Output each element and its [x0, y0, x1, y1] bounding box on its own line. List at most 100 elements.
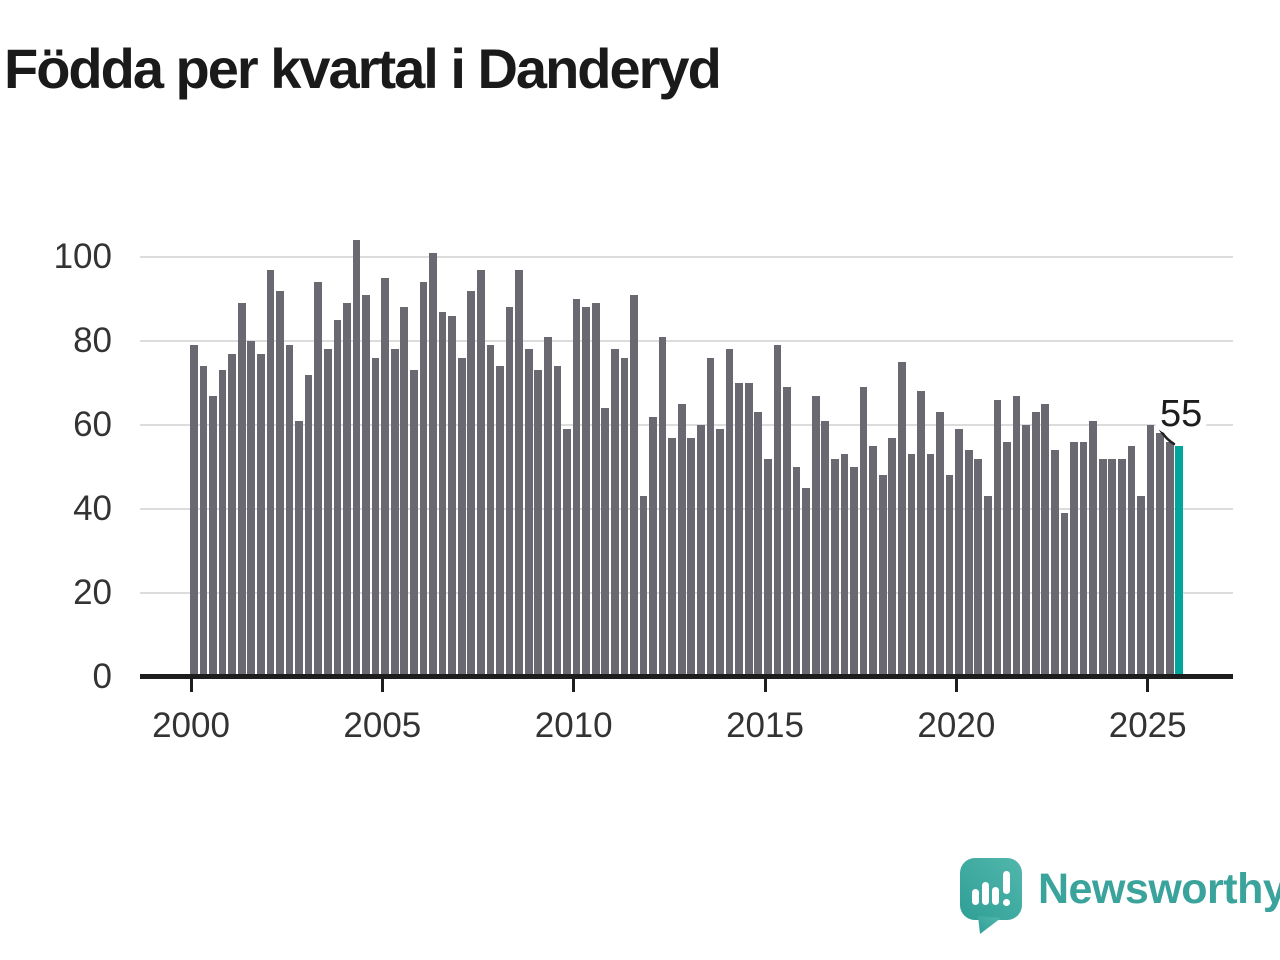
- bar-2021-q1: [993, 399, 1002, 677]
- bar-2016-q3: [821, 420, 830, 677]
- bar-2003-q2: [314, 282, 323, 677]
- bar-2005-q3: [400, 307, 409, 677]
- bar-2018-q1: [878, 475, 887, 677]
- last-value-annotation: 55: [1154, 394, 1209, 434]
- bar-2010-q4: [601, 408, 610, 677]
- bar-2014-q2: [735, 383, 743, 677]
- bar-2006-q4: [448, 315, 456, 677]
- bar-2019-q2: [926, 454, 935, 677]
- bar-2003-q1: [304, 374, 313, 677]
- bar-2025-q1: [1146, 425, 1155, 677]
- x-axis-tick: [380, 679, 384, 692]
- bar-2011-q2: [620, 357, 629, 677]
- bar-2006-q2: [429, 252, 437, 677]
- bar-2016-q1: [802, 488, 810, 677]
- y-axis-label: 20: [73, 573, 112, 612]
- bar-2012-q2: [658, 336, 667, 677]
- bar-2004-q4: [371, 357, 380, 677]
- bar-2005-q2: [390, 349, 399, 677]
- x-axis-tick: [189, 679, 193, 692]
- last-value-label: 55: [1154, 394, 1209, 434]
- bar-2011-q3: [630, 294, 638, 677]
- bar-2009-q2: [543, 336, 552, 677]
- bar-2004-q3: [362, 294, 370, 677]
- bar-2013-q3: [706, 357, 715, 677]
- bar-2015-q2: [773, 345, 782, 677]
- x-axis-label: 2000: [152, 706, 230, 745]
- x-axis-label: 2005: [343, 706, 422, 745]
- bar-2013-q4: [716, 429, 724, 677]
- bar-2000-q4: [218, 370, 227, 677]
- bar-2021-q3: [1012, 395, 1021, 677]
- bar-2018-q3: [897, 362, 906, 677]
- bar-2015-q3: [783, 387, 791, 677]
- x-axis-tick: [1146, 679, 1150, 692]
- bar-2023-q4: [1098, 458, 1107, 677]
- bar-2005-q1: [381, 278, 390, 677]
- bar-2017-q1: [840, 454, 849, 677]
- x-axis-label: 2020: [917, 706, 996, 745]
- bar-2002-q4: [295, 420, 303, 677]
- x-axis-tick: [954, 679, 958, 692]
- newsworthy-logo-icon: [960, 858, 1022, 934]
- bar-2004-q2: [352, 240, 361, 677]
- bar-2008-q1: [496, 366, 504, 677]
- bar-2000-q2: [199, 366, 208, 677]
- bar-2014-q4: [754, 412, 763, 677]
- y-axis-label: 60: [73, 405, 112, 444]
- x-axis-label: 2025: [1108, 706, 1187, 745]
- bar-2013-q2: [697, 425, 705, 677]
- bar-2018-q4: [907, 454, 916, 677]
- bar-2023-q2: [1079, 441, 1088, 677]
- gridline: [140, 592, 1233, 594]
- y-axis-label: 100: [53, 237, 112, 276]
- bar-2017-q4: [869, 446, 877, 677]
- newsworthy-logo-text: Newsworthy: [1038, 865, 1280, 913]
- bar-2002-q1: [266, 269, 275, 677]
- bar-2021-q4: [1022, 425, 1031, 677]
- x-axis-tick: [763, 679, 767, 692]
- bar-2003-q3: [323, 349, 332, 677]
- bar-2012-q4: [677, 404, 686, 677]
- bar-2017-q3: [859, 387, 868, 677]
- gridline: [140, 256, 1233, 258]
- gridline: [140, 508, 1233, 510]
- bar-2011-q4: [639, 496, 648, 677]
- bar-2004-q1: [343, 303, 351, 677]
- bar-2001-q2: [237, 303, 246, 677]
- bar-2015-q4: [792, 467, 801, 677]
- bar-2022-q2: [1041, 404, 1050, 677]
- bar-2023-q3: [1089, 420, 1097, 677]
- bar-2000-q1: [190, 345, 198, 677]
- bar-2020-q2: [964, 450, 973, 677]
- bar-2001-q1: [228, 353, 236, 677]
- y-axis-label: 0: [92, 657, 112, 696]
- x-axis-label: 2010: [534, 706, 613, 745]
- gridline: [140, 340, 1233, 342]
- bar-2020-q3: [974, 458, 983, 677]
- bar-2008-q4: [524, 349, 533, 677]
- bar-2002-q2: [276, 290, 284, 677]
- bar-2025-q4: [1175, 446, 1184, 677]
- bar-2011-q1: [610, 349, 619, 677]
- bar-2017-q2: [850, 467, 858, 677]
- bar-2007-q1: [457, 357, 466, 677]
- bar-2024-q2: [1117, 458, 1126, 677]
- bar-2010-q3: [591, 303, 600, 677]
- bar-2007-q3: [477, 269, 485, 677]
- bar-2010-q1: [572, 299, 581, 677]
- bar-2020-q1: [955, 429, 964, 677]
- bar-2025-q3: [1165, 441, 1174, 677]
- bar-2025-q2: [1156, 433, 1164, 677]
- bar-2024-q1: [1108, 458, 1117, 677]
- bar-2013-q1: [687, 437, 696, 677]
- bar-2007-q4: [486, 345, 495, 677]
- bar-2012-q3: [668, 437, 677, 677]
- bar-2009-q1: [534, 370, 543, 677]
- y-axis-label: 40: [73, 489, 112, 528]
- bar-2016-q2: [811, 395, 820, 677]
- bar-2002-q3: [285, 345, 294, 677]
- x-axis-line: [140, 674, 1233, 679]
